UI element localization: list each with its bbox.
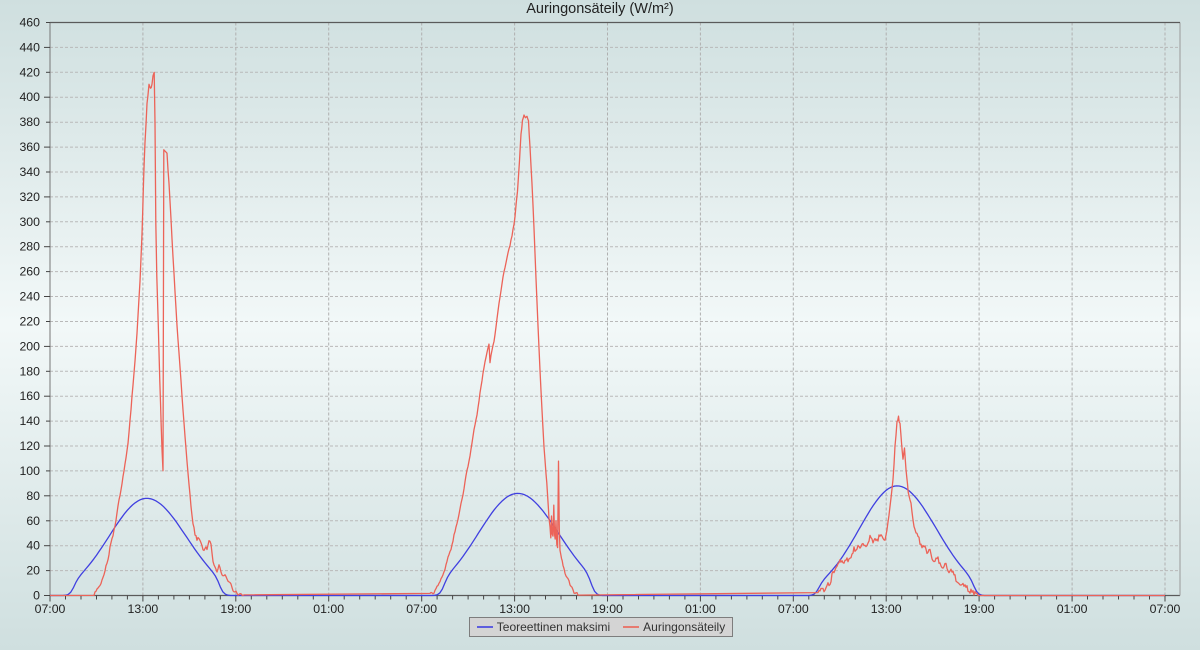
svg-text:120: 120 [19,439,40,453]
svg-text:140: 140 [19,414,40,428]
svg-text:07:00: 07:00 [35,602,66,616]
svg-text:160: 160 [19,389,40,403]
svg-text:40: 40 [26,539,40,553]
svg-text:01:00: 01:00 [685,602,716,616]
svg-text:19:00: 19:00 [964,602,995,616]
svg-text:180: 180 [19,364,40,378]
svg-text:420: 420 [19,65,40,79]
svg-text:200: 200 [19,339,40,353]
svg-text:360: 360 [19,140,40,154]
svg-text:19:00: 19:00 [220,602,251,616]
svg-text:13:00: 13:00 [871,602,902,616]
svg-text:01:00: 01:00 [1057,602,1088,616]
svg-text:400: 400 [19,90,40,104]
svg-text:60: 60 [26,514,40,528]
svg-text:100: 100 [19,464,40,478]
svg-text:340: 340 [19,165,40,179]
svg-text:260: 260 [19,265,40,279]
svg-text:300: 300 [19,215,40,229]
svg-text:280: 280 [19,240,40,254]
svg-text:80: 80 [26,489,40,503]
svg-text:440: 440 [19,40,40,54]
svg-text:19:00: 19:00 [592,602,623,616]
svg-text:01:00: 01:00 [313,602,344,616]
svg-text:07:00: 07:00 [406,602,437,616]
svg-text:20: 20 [26,564,40,578]
svg-text:0: 0 [33,589,40,603]
svg-text:240: 240 [19,290,40,304]
svg-text:13:00: 13:00 [128,602,159,616]
svg-text:460: 460 [19,16,40,30]
svg-text:07:00: 07:00 [1150,602,1181,616]
svg-text:380: 380 [19,115,40,129]
svg-text:320: 320 [19,190,40,204]
svg-text:13:00: 13:00 [499,602,530,616]
svg-text:07:00: 07:00 [778,602,809,616]
svg-text:220: 220 [19,315,40,329]
